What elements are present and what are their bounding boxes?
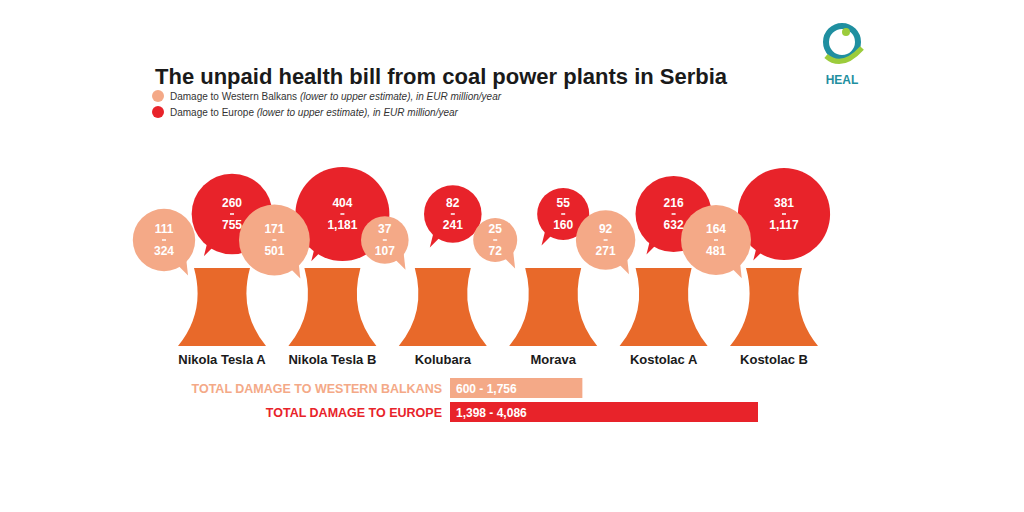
bubble-labels: 260 755 404 1,181 82 241 55 160 216 632 381 1,117 11… (154, 196, 799, 258)
data-label: 481 (706, 244, 726, 258)
data-label: 404 (332, 196, 352, 210)
data-label: 37 (378, 222, 392, 236)
total-bar (450, 402, 758, 422)
data-label: 25 (489, 222, 503, 236)
data-label: 381 (774, 196, 794, 210)
separator (493, 239, 497, 241)
data-label: 324 (154, 244, 174, 258)
bubble (473, 218, 517, 262)
category-label: Nikola Tesla A (178, 352, 266, 367)
separator (340, 213, 344, 215)
data-label: 241 (443, 218, 463, 232)
bubble (361, 216, 409, 264)
data-label: 164 (706, 222, 726, 236)
data-label: 111 (155, 222, 174, 236)
data-label: 260 (222, 196, 242, 210)
bubble (424, 185, 482, 243)
category-label: Kostolac A (630, 352, 698, 367)
data-label: 632 (664, 218, 684, 232)
bubble (133, 209, 195, 271)
data-label: 55 (557, 196, 571, 210)
data-label: 160 (553, 218, 573, 232)
category-label: Kolubara (415, 352, 472, 367)
tower (178, 268, 266, 346)
bubble (576, 210, 635, 269)
bubble (738, 168, 830, 260)
bubble (681, 205, 751, 275)
logo: HEAL (826, 26, 862, 87)
legend-swatch (152, 90, 164, 102)
tower (730, 268, 818, 346)
legend-swatch (152, 106, 164, 118)
bubble (239, 205, 310, 276)
data-label: 92 (599, 222, 613, 236)
separator (672, 213, 676, 215)
separator (604, 239, 608, 241)
category-label: Morava (530, 352, 576, 367)
data-label: 501 (264, 244, 284, 258)
separator (230, 213, 234, 215)
data-label: 107 (375, 244, 395, 258)
separator (383, 239, 387, 241)
legend-entry: Damage to Western Balkans (lower to uppe… (170, 91, 502, 102)
data-label: 82 (446, 196, 460, 210)
tower (288, 268, 376, 346)
title: The unpaid health bill from coal power p… (155, 64, 728, 89)
data-label: 216 (664, 196, 684, 210)
separator (451, 213, 455, 215)
bubbles (133, 167, 830, 279)
tower (399, 268, 487, 346)
logo-text: HEAL (826, 73, 859, 87)
data-label: 755 (222, 218, 242, 232)
data-label: 271 (596, 244, 616, 258)
separator (272, 239, 276, 241)
chart: The unpaid health bill from coal power p… (0, 0, 1024, 512)
tower (509, 268, 597, 346)
legend-entry: Damage to Europe (lower to upper estimat… (170, 107, 459, 118)
total-label: TOTAL DAMAGE TO EUROPE (266, 406, 442, 420)
category-label: Nikola Tesla B (288, 352, 376, 367)
total-label: TOTAL DAMAGE TO WESTERN BALKANS (192, 382, 442, 396)
data-label: 72 (489, 244, 503, 258)
data-label: 1,181 (327, 218, 357, 232)
data-label: 1,117 (769, 218, 799, 232)
total-bar (450, 378, 582, 398)
separator (162, 239, 166, 241)
separator (561, 213, 565, 215)
data-label: 171 (264, 222, 284, 236)
total-value: 600 - 1,756 (456, 382, 517, 396)
total-value: 1,398 - 4,086 (456, 406, 527, 420)
tower (620, 268, 708, 346)
separator (782, 213, 786, 215)
category-label: Kostolac B (740, 352, 808, 367)
separator (714, 239, 718, 241)
